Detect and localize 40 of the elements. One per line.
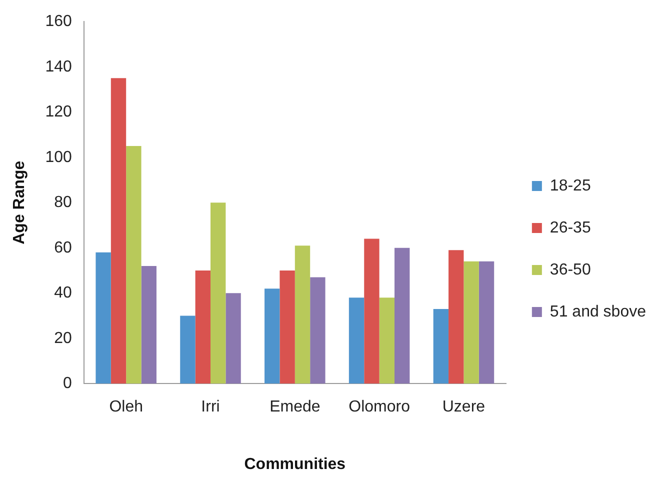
bar [141, 266, 156, 384]
y-tick-label: 80 [54, 194, 72, 212]
bar [294, 246, 310, 384]
y-tick-label: 160 [45, 13, 72, 30]
bar [264, 288, 280, 384]
y-tick-label: 20 [54, 330, 72, 347]
y-tick-label: 60 [54, 239, 72, 256]
x-tick-label: Emede [270, 398, 320, 416]
y-tick-label: 140 [45, 58, 72, 76]
bar [379, 298, 395, 384]
bar [464, 261, 479, 384]
y-tick-label: 100 [45, 148, 72, 166]
legend-label: 26-35 [550, 219, 591, 236]
bar [478, 261, 494, 384]
bar [180, 316, 196, 384]
x-tick-label: Olomoro [348, 398, 410, 416]
bar [448, 250, 464, 384]
x-axis-title: Communities [244, 456, 346, 473]
bar [394, 248, 410, 384]
legend-label: 51 and sbove [550, 303, 646, 320]
legend-label: 36-50 [550, 261, 591, 278]
bar [110, 78, 126, 384]
y-tick-label: 40 [54, 284, 72, 302]
bar [364, 238, 380, 384]
bar [210, 202, 226, 384]
y-tick-label: 120 [45, 104, 72, 121]
bar [226, 293, 241, 384]
legend-label: 18-25 [550, 177, 591, 194]
y-tick-label: 0 [62, 375, 72, 392]
y-axis-title: Age Range [11, 160, 28, 244]
bar [348, 298, 364, 384]
x-tick-label: Uzere [442, 398, 486, 416]
bar [96, 252, 111, 384]
bar [310, 277, 326, 384]
bar [126, 146, 142, 384]
bar [195, 270, 211, 384]
bar [433, 308, 449, 384]
x-tick-label: Oleh [109, 398, 143, 416]
bar [280, 270, 295, 384]
x-tick-label: Irri [201, 398, 220, 416]
